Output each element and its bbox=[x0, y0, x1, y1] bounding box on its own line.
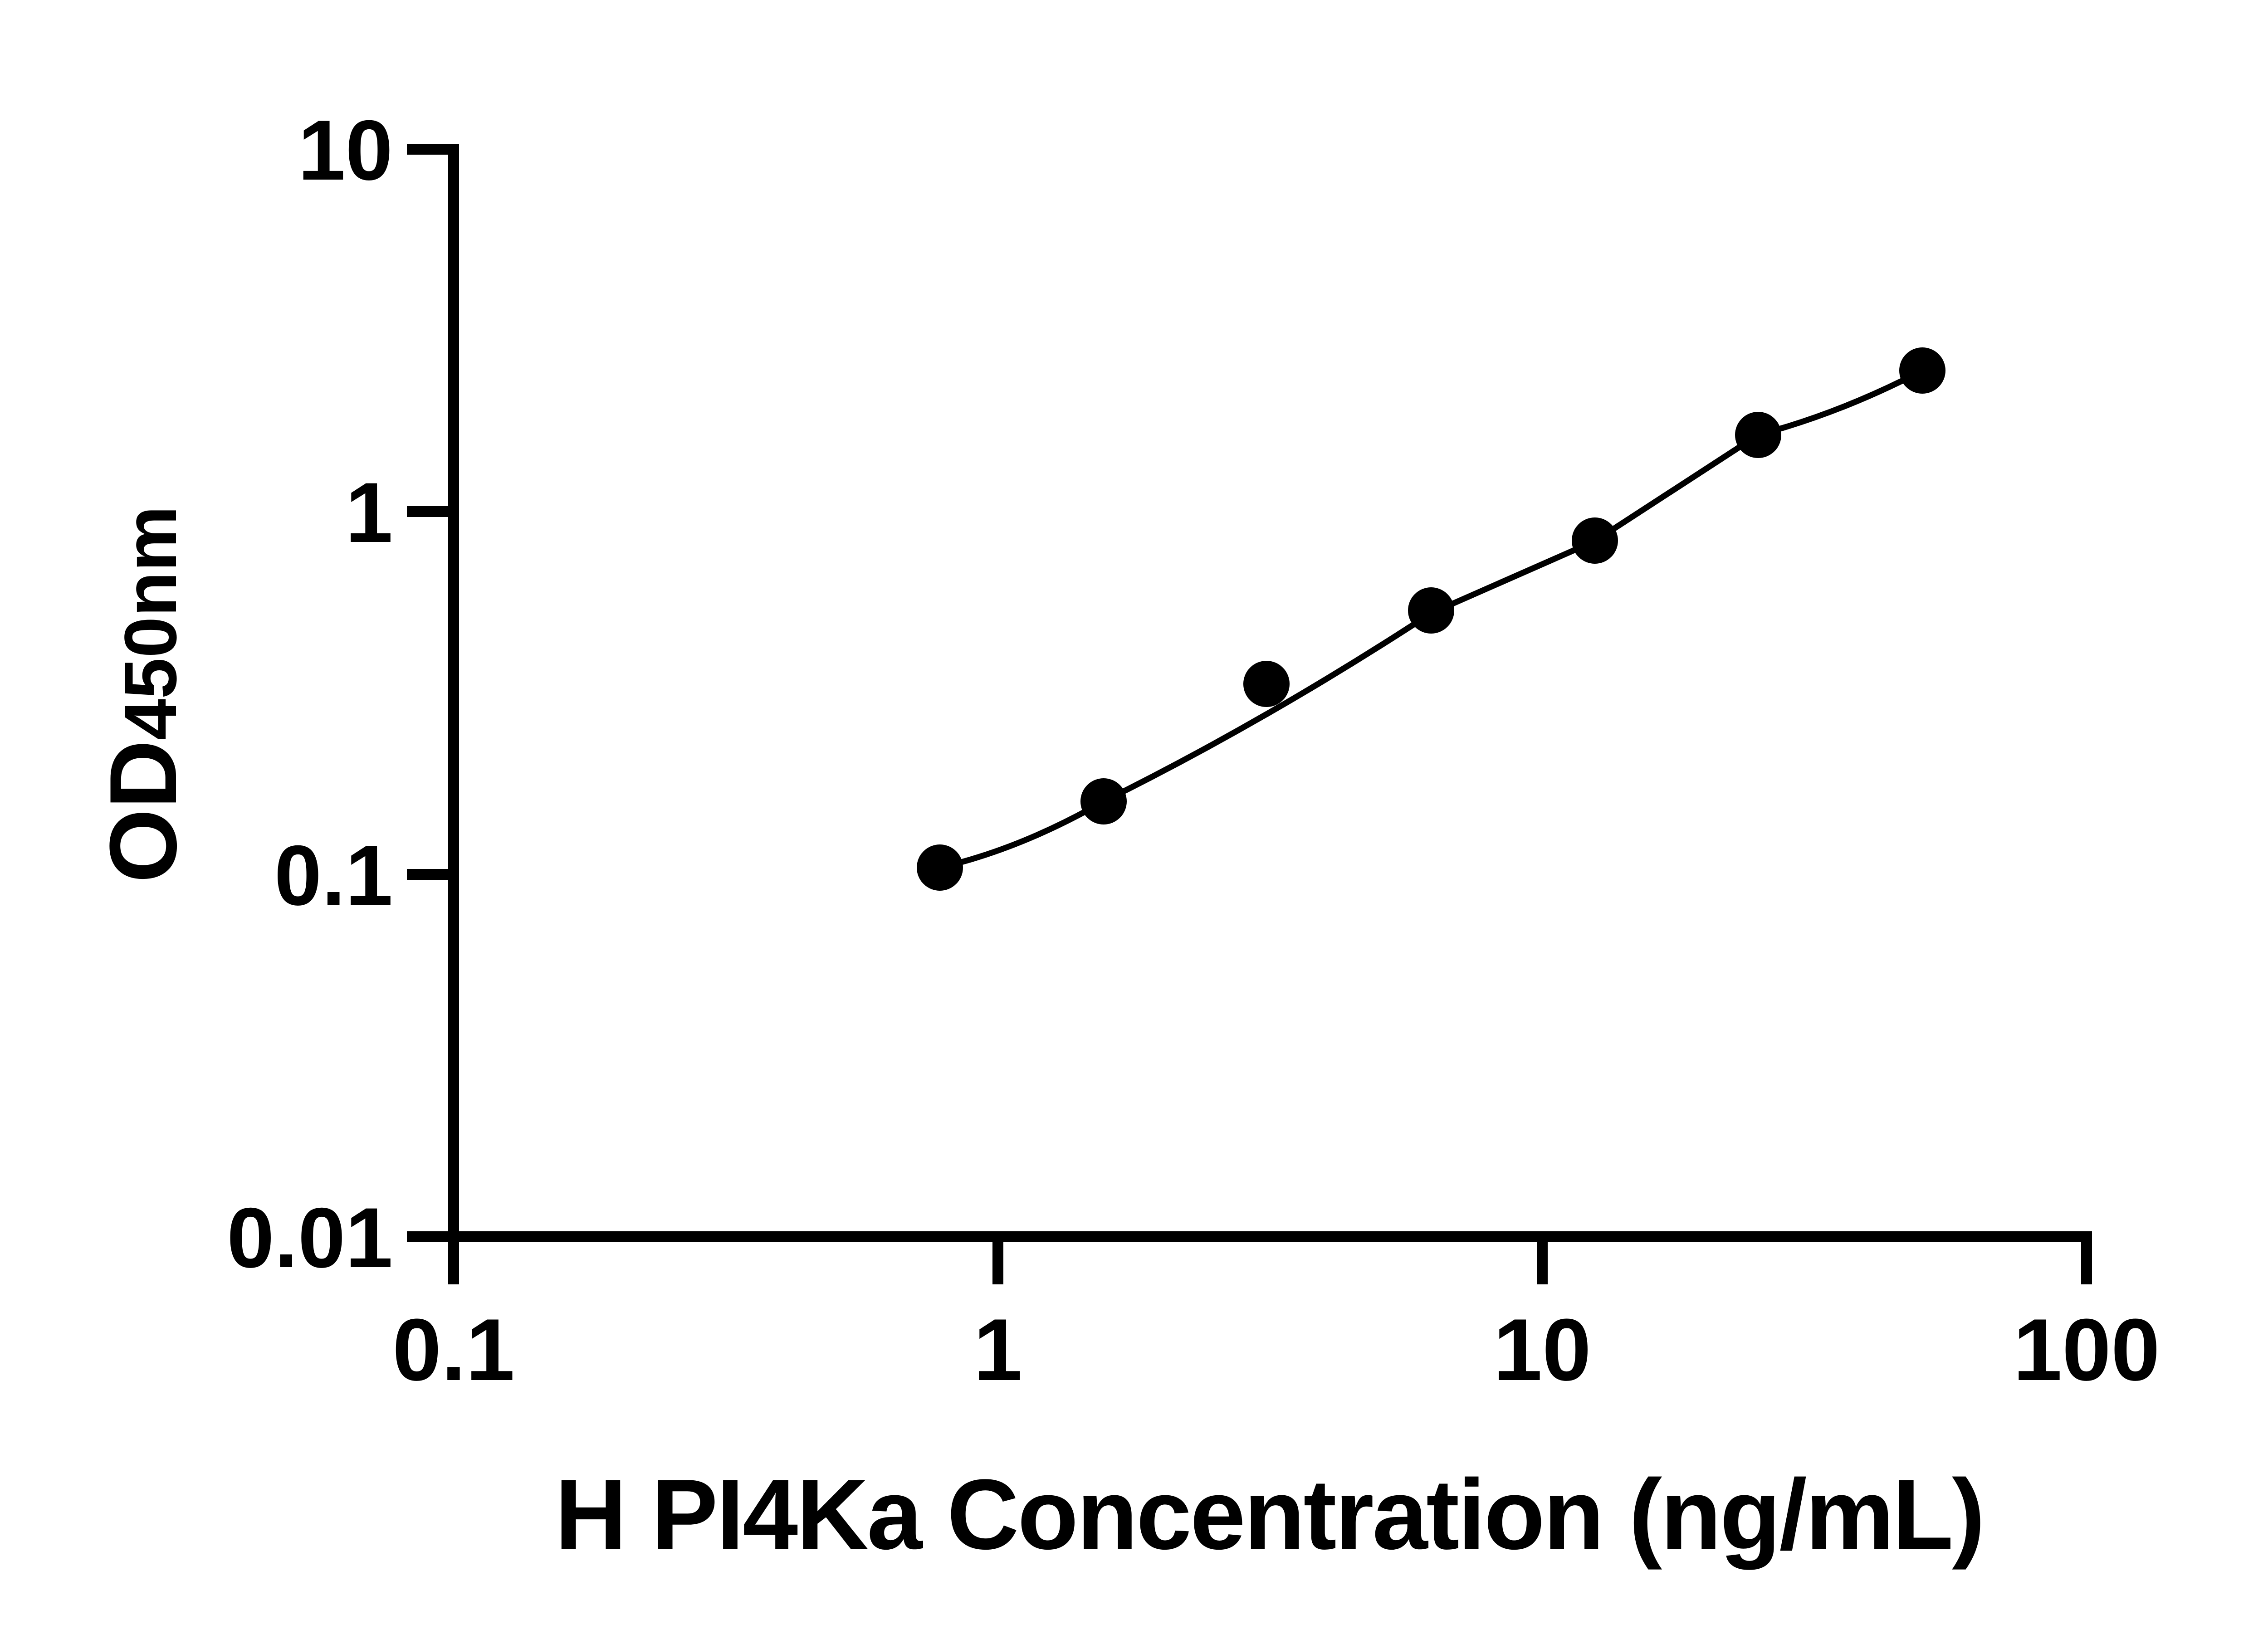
svg-text:10: 10 bbox=[1493, 1301, 1591, 1399]
svg-text:0.01: 0.01 bbox=[227, 1190, 393, 1285]
svg-text:10: 10 bbox=[298, 102, 393, 198]
svg-text:0.1: 0.1 bbox=[274, 828, 393, 923]
svg-text:100: 100 bbox=[2013, 1301, 2160, 1399]
svg-text:OD450nm: OD450nm bbox=[90, 506, 196, 883]
svg-text:1: 1 bbox=[345, 465, 393, 560]
svg-text:H PI4Ka Concentration (ng/mL): H PI4Ka Concentration (ng/mL) bbox=[555, 1459, 1984, 1570]
svg-text:1: 1 bbox=[973, 1301, 1022, 1399]
svg-text:0.1: 0.1 bbox=[392, 1301, 515, 1399]
